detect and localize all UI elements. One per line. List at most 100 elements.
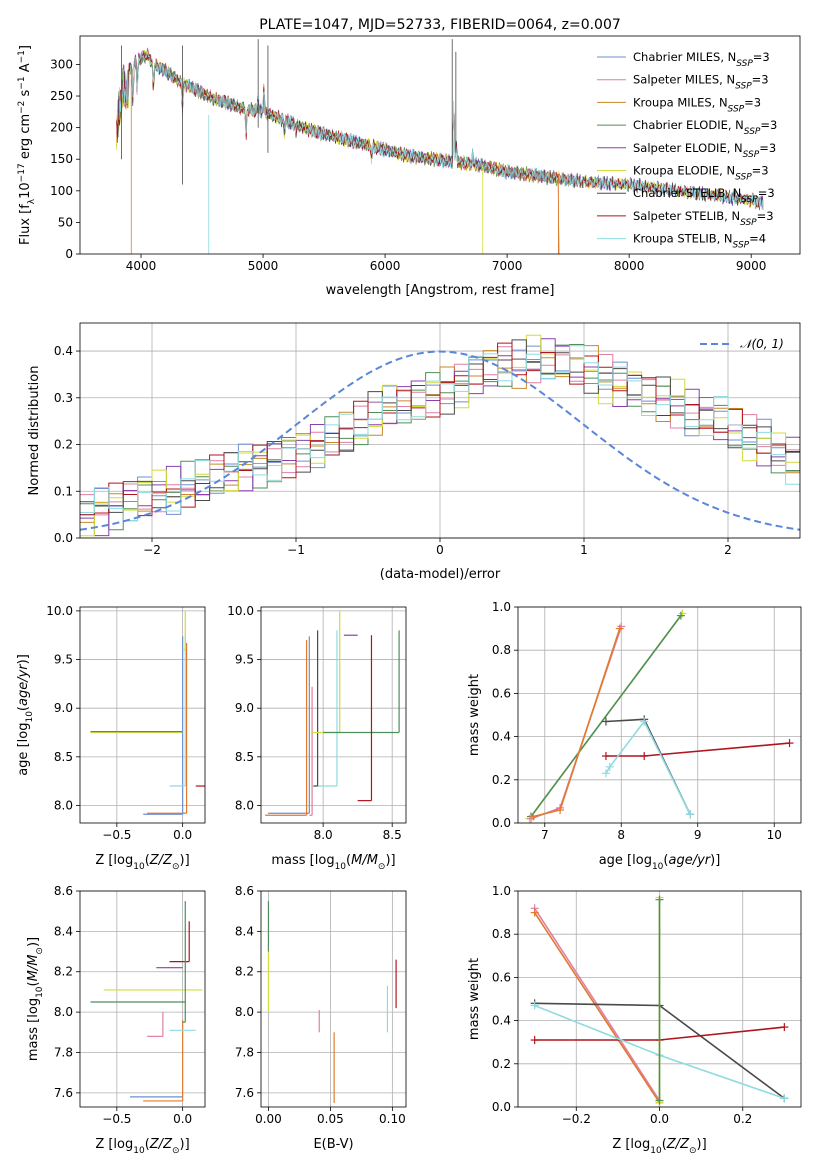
text-part: )] <box>385 853 395 868</box>
legend-entry: Chabrier STELIB, NSSP=3 <box>633 186 775 205</box>
y-tick-label: 0.6 <box>492 686 511 700</box>
text-part: Kroupa MILES, N <box>633 95 728 109</box>
x-tick-label: 8.0 <box>314 828 333 842</box>
x-tick-label: 10 <box>767 828 782 842</box>
y-tick-label: 0.0 <box>492 816 511 830</box>
text-part: )] <box>26 937 41 947</box>
grid <box>80 890 205 1107</box>
text-part: =3 <box>759 141 776 155</box>
text-part: Z [log <box>612 1137 650 1152</box>
grid <box>261 607 406 823</box>
plot-area <box>90 610 205 815</box>
text-part: =3 <box>758 186 775 200</box>
text-part: λ <box>27 198 37 204</box>
x-tick-label: 0.05 <box>317 1112 344 1126</box>
text-part: Chabrier ELODIE, N <box>633 118 744 132</box>
y-tick-label: 8.2 <box>235 965 254 979</box>
legend: Chabrier MILES, NSSP=3 Salpeter MILES, NS… <box>597 50 777 251</box>
text-part: −17 <box>17 163 27 182</box>
x-tick-label: 0.00 <box>255 1112 282 1126</box>
text-part: Salpeter ELODIE, N <box>633 141 743 155</box>
panel-mass_vs_Z: −0.5 0.07.67.88.08.28.48.6Z [log10(Z/Z⊙)]… <box>26 884 206 1156</box>
y-tick-label: 8.4 <box>235 924 254 938</box>
y-tick-label: 8.0 <box>54 798 73 812</box>
text-part: mass [log <box>271 853 334 868</box>
text-part: 10 <box>18 182 33 199</box>
y-tick-label: 50 <box>58 215 73 229</box>
normal-curve <box>80 350 800 531</box>
text-part: age [log <box>16 723 31 776</box>
text-part: ⊙ <box>378 862 386 872</box>
x-tick-label: −0.2 <box>562 1112 591 1126</box>
histogram-chabrier-stelib <box>80 339 800 513</box>
weight-ylabel: mass weight <box>467 674 482 756</box>
text-part: −2 <box>17 101 27 114</box>
text-part: ( <box>145 853 150 868</box>
panel-age_vs_Z: −0.5 0.08.08.59.09.510.0Z [log10(Z/Z⊙)]ag… <box>16 604 206 872</box>
grid <box>80 323 800 539</box>
y-tick-label: 10.0 <box>227 604 254 618</box>
y-tick-label: 8.5 <box>235 750 254 764</box>
text-part: Z [log <box>95 1137 133 1152</box>
y-tick-label: 200 <box>50 121 73 135</box>
x-tick-label: 8000 <box>614 259 645 273</box>
x-tick-label: −0.5 <box>102 1112 131 1126</box>
spectrum-title: PLATE=1047, MJD=52733, FIBERID=0064, z=0… <box>259 17 621 33</box>
x-tick-label: 5000 <box>248 259 279 273</box>
axes-frame <box>260 606 407 824</box>
text-part: SSP <box>740 218 757 228</box>
text-part: 10 <box>650 1146 662 1156</box>
y-tick-label: 0.3 <box>54 391 73 405</box>
spectrum-xlabel: wavelength [Angstrom, rest frame] <box>326 283 555 298</box>
text-part: 10 <box>133 1146 145 1156</box>
text-part: ⊙ <box>172 1146 180 1156</box>
text-part: SSP <box>733 241 750 251</box>
text-part: mass [log <box>26 998 41 1061</box>
y-tick-label: 7.6 <box>235 1086 254 1100</box>
y-tick-label: 0.8 <box>492 643 511 657</box>
x-tick-label: −0.5 <box>102 828 131 842</box>
text-part: Z/Z <box>666 1137 690 1152</box>
mass-vs-z-xlabel: Z [log10(Z/Z⊙)] <box>95 1137 189 1156</box>
legend-entry: Chabrier MILES, NSSP=3 <box>633 50 770 69</box>
y-tick-label: 9.0 <box>54 701 73 715</box>
text-part: )] <box>16 654 31 664</box>
legend-entry: Kroupa MILES, NSSP=3 <box>633 95 761 114</box>
y-tick-label: 1.0 <box>492 884 511 898</box>
legend-entry: Salpeter MILES, NSSP=3 <box>633 73 769 92</box>
weight-vs-z-xlabel: Z [log10(Z/Z⊙)] <box>612 1137 706 1156</box>
plot-area <box>530 893 789 1107</box>
age-vs-z-xlabel: Z [log10(Z/Z⊙)] <box>95 853 189 872</box>
plot-root: 4000 5000 6000 7000 8000 90000501001502002503… <box>16 17 802 1156</box>
text-part: Flux [f <box>18 204 33 245</box>
axes-frame <box>79 606 206 824</box>
weight-line-orange <box>533 628 621 818</box>
grid <box>261 890 406 1107</box>
weight-line-orange <box>533 912 661 1104</box>
plot-area <box>267 901 397 1103</box>
text-part: ( <box>16 706 31 711</box>
x-tick-label: 8 <box>617 828 625 842</box>
text-part: =3 <box>760 118 777 132</box>
x-tick-label: 0.2 <box>733 1112 752 1126</box>
panel-mass_vs_ebv: 0.00 0.05 0.10 7.6 7.8 8.0 8.2 8.4 8.6 E(B-V) <box>235 884 407 1152</box>
weight-line-chabrier-elodie <box>530 615 682 817</box>
y-tick-label: 250 <box>50 89 73 103</box>
text-part: SSP <box>743 150 760 160</box>
y-tick-label: 0.2 <box>54 438 73 452</box>
panel-residuals: −2 −1 0 1 2 0.0 0.1 0.2 0.3 0.4 𝒩(0, 1) (data-model… <box>27 322 801 582</box>
x-tick-label: −2 <box>143 543 161 557</box>
y-tick-label: 8.6 <box>54 884 73 898</box>
text-part: SSP <box>735 82 752 92</box>
x-tick-label: 0.0 <box>650 1112 669 1126</box>
y-tick-label: 300 <box>50 57 73 71</box>
x-tick-label: 0.0 <box>173 1112 192 1126</box>
text-part: Z/Z <box>149 853 173 868</box>
legend-entry: Kroupa ELODIE, NSSP=3 <box>633 164 769 183</box>
x-tick-label: 7 <box>541 828 549 842</box>
plot-area <box>90 901 203 1102</box>
legend-entry: Salpeter ELODIE, NSSP=3 <box>633 141 776 160</box>
text-part: M/M <box>351 853 378 868</box>
legend-entry: Kroupa STELIB, NSSP=4 <box>633 232 766 251</box>
